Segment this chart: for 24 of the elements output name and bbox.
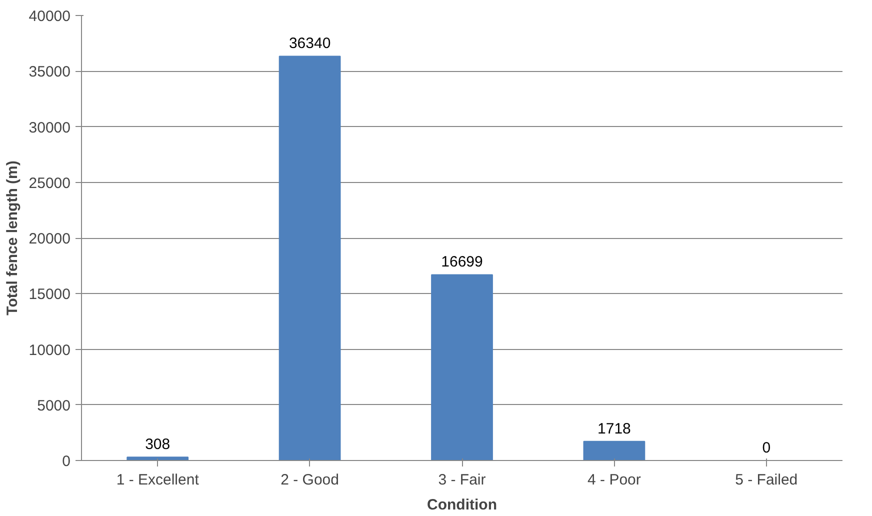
y-tick-label: 0 bbox=[62, 453, 70, 470]
y-tick-label: 35000 bbox=[28, 64, 71, 81]
y-tick-label: 10000 bbox=[28, 342, 71, 359]
bar bbox=[278, 56, 341, 460]
data-label: 36340 bbox=[288, 35, 331, 52]
y-tick-label: 30000 bbox=[28, 119, 71, 136]
data-label: 1718 bbox=[598, 420, 631, 438]
bar bbox=[583, 440, 646, 460]
y-tick-label: 40000 bbox=[28, 8, 71, 25]
bar bbox=[431, 274, 493, 460]
x-tick-label: 5 - Failed bbox=[735, 472, 798, 488]
x-axis-title: Condition bbox=[427, 496, 497, 514]
data-label: 16699 bbox=[441, 254, 483, 271]
x-tick-label: 2 - Good bbox=[280, 472, 339, 488]
y-tick-label: 5000 bbox=[37, 397, 71, 414]
y-tick-label: 25000 bbox=[28, 174, 71, 192]
x-tick-label: 4 - Poor bbox=[588, 472, 641, 488]
data-label: 308 bbox=[145, 436, 170, 454]
y-axis-title: Total fence length (m) bbox=[4, 160, 21, 316]
x-tick-label: 1 - Excellent bbox=[116, 472, 200, 488]
y-tick-label: 15000 bbox=[28, 286, 71, 304]
x-tick-label: 3 - Fair bbox=[438, 472, 486, 488]
y-tick-label: 20000 bbox=[28, 230, 71, 248]
data-label: 0 bbox=[762, 440, 771, 456]
